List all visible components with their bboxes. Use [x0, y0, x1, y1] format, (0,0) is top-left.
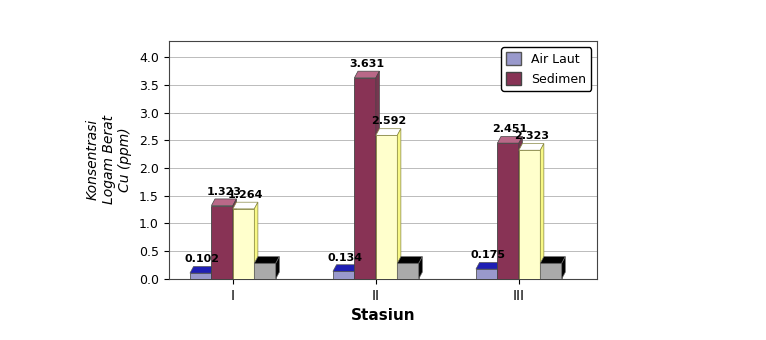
Bar [254, 263, 276, 279]
Polygon shape [376, 71, 379, 279]
Polygon shape [233, 202, 258, 209]
Polygon shape [276, 257, 280, 279]
Bar [355, 78, 376, 279]
Text: 1.323: 1.323 [206, 187, 241, 197]
Polygon shape [519, 143, 544, 150]
Bar [519, 150, 540, 279]
Text: 3.631: 3.631 [349, 59, 385, 69]
Polygon shape [376, 129, 401, 135]
Text: 2.451: 2.451 [493, 124, 528, 134]
Polygon shape [254, 202, 258, 279]
Bar [398, 263, 419, 279]
Polygon shape [561, 257, 565, 279]
Polygon shape [190, 267, 215, 273]
Text: 2.323: 2.323 [514, 131, 549, 141]
X-axis label: Stasiun: Stasiun [351, 308, 415, 323]
Polygon shape [476, 262, 501, 269]
Text: 0.175: 0.175 [471, 250, 506, 260]
Polygon shape [211, 199, 237, 206]
Text: 1.264: 1.264 [228, 190, 264, 200]
Bar [233, 209, 254, 279]
Polygon shape [519, 136, 522, 279]
Bar [476, 269, 497, 279]
Polygon shape [355, 71, 379, 78]
Bar [190, 273, 211, 279]
Polygon shape [398, 129, 401, 279]
Polygon shape [254, 257, 280, 263]
Bar [333, 271, 355, 279]
Polygon shape [497, 136, 522, 143]
Y-axis label: Konsentrasi
Logam Berat
Cu (ppm): Konsentrasi Logam Berat Cu (ppm) [86, 115, 132, 204]
Polygon shape [419, 257, 422, 279]
Polygon shape [233, 199, 237, 279]
Text: 0.134: 0.134 [328, 253, 363, 262]
Polygon shape [540, 143, 544, 279]
Polygon shape [398, 257, 422, 263]
Polygon shape [497, 262, 501, 279]
Text: 2.592: 2.592 [371, 117, 406, 126]
Text: 0.102: 0.102 [185, 254, 220, 264]
Bar [211, 206, 233, 279]
Polygon shape [333, 265, 358, 271]
Bar [540, 263, 561, 279]
Bar [497, 143, 519, 279]
Polygon shape [355, 265, 358, 279]
Legend: Air Laut, Sedimen: Air Laut, Sedimen [501, 47, 591, 90]
Polygon shape [540, 257, 565, 263]
Bar [376, 135, 398, 279]
Polygon shape [211, 267, 215, 279]
